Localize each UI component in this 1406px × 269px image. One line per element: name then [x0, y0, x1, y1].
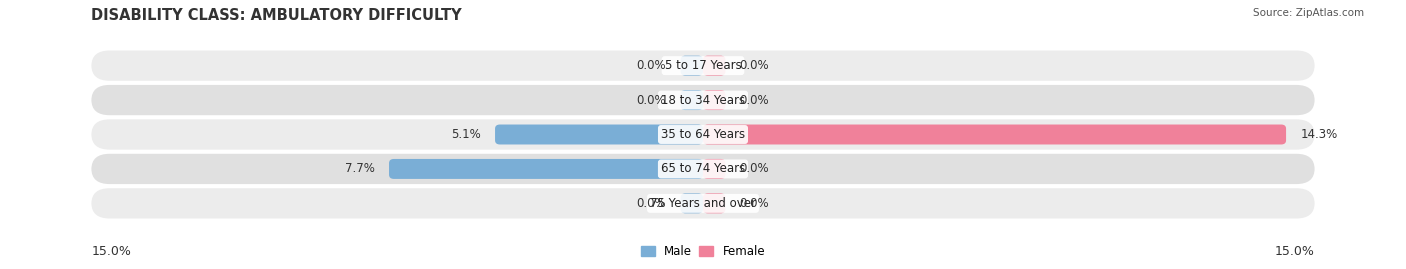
Text: 15.0%: 15.0% — [1275, 245, 1315, 258]
Legend: Male, Female: Male, Female — [636, 240, 770, 263]
Text: 0.0%: 0.0% — [740, 162, 769, 175]
FancyBboxPatch shape — [703, 125, 1286, 144]
FancyBboxPatch shape — [91, 85, 1315, 115]
FancyBboxPatch shape — [91, 188, 1315, 218]
Text: DISABILITY CLASS: AMBULATORY DIFFICULTY: DISABILITY CLASS: AMBULATORY DIFFICULTY — [91, 8, 463, 23]
Text: 65 to 74 Years: 65 to 74 Years — [661, 162, 745, 175]
Text: 5 to 17 Years: 5 to 17 Years — [665, 59, 741, 72]
FancyBboxPatch shape — [91, 154, 1315, 184]
Text: 0.0%: 0.0% — [740, 197, 769, 210]
Text: 14.3%: 14.3% — [1301, 128, 1337, 141]
Text: 7.7%: 7.7% — [344, 162, 375, 175]
Text: 0.0%: 0.0% — [637, 59, 666, 72]
FancyBboxPatch shape — [495, 125, 703, 144]
Text: Source: ZipAtlas.com: Source: ZipAtlas.com — [1253, 8, 1364, 18]
FancyBboxPatch shape — [681, 193, 703, 213]
FancyBboxPatch shape — [681, 90, 703, 110]
FancyBboxPatch shape — [703, 193, 725, 213]
Text: 18 to 34 Years: 18 to 34 Years — [661, 94, 745, 107]
FancyBboxPatch shape — [681, 56, 703, 76]
FancyBboxPatch shape — [389, 159, 703, 179]
FancyBboxPatch shape — [703, 159, 725, 179]
Text: 0.0%: 0.0% — [740, 94, 769, 107]
Text: 0.0%: 0.0% — [637, 197, 666, 210]
Text: 35 to 64 Years: 35 to 64 Years — [661, 128, 745, 141]
FancyBboxPatch shape — [91, 119, 1315, 150]
FancyBboxPatch shape — [703, 90, 725, 110]
Text: 15.0%: 15.0% — [91, 245, 131, 258]
FancyBboxPatch shape — [703, 56, 725, 76]
Text: 0.0%: 0.0% — [740, 59, 769, 72]
Text: 5.1%: 5.1% — [451, 128, 481, 141]
FancyBboxPatch shape — [91, 51, 1315, 81]
Text: 75 Years and over: 75 Years and over — [650, 197, 756, 210]
Text: 0.0%: 0.0% — [637, 94, 666, 107]
